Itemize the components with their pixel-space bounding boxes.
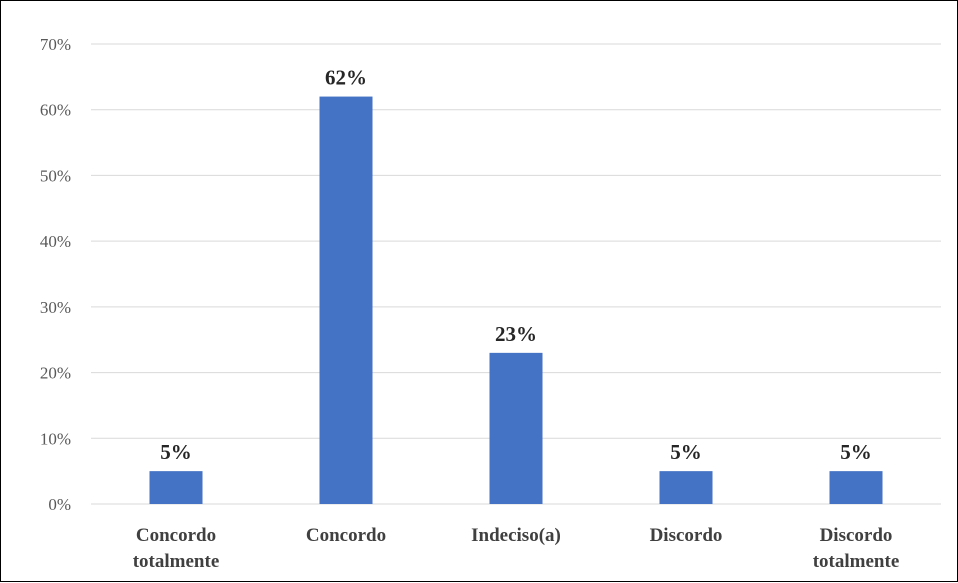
y-tick-label: 60% [40,101,71,120]
data-label: 62% [325,66,367,90]
x-category-label: Discordo [820,525,893,546]
y-tick-label: 0% [48,495,71,514]
x-category-label: Discordo [650,525,723,546]
x-category-label: Indeciso(a) [471,525,561,546]
data-label: 5% [670,440,702,464]
y-tick-label: 40% [40,232,71,251]
x-category-label: totalmente [133,551,220,572]
x-category-label: Concordo [306,525,386,546]
y-tick-label: 30% [40,298,71,317]
y-tick-label: 70% [40,35,71,54]
bar [659,471,713,504]
data-label: 5% [160,440,192,464]
x-category-label: Concordo [136,525,216,546]
data-label: 5% [840,440,872,464]
bar [319,96,373,505]
bar [829,471,883,504]
x-category-label: totalmente [813,551,900,572]
bar [149,471,203,504]
data-label: 23% [495,322,537,346]
y-tick-label: 50% [40,166,71,185]
y-tick-label: 20% [40,364,71,383]
bar [489,352,543,504]
y-tick-label: 10% [40,429,71,448]
